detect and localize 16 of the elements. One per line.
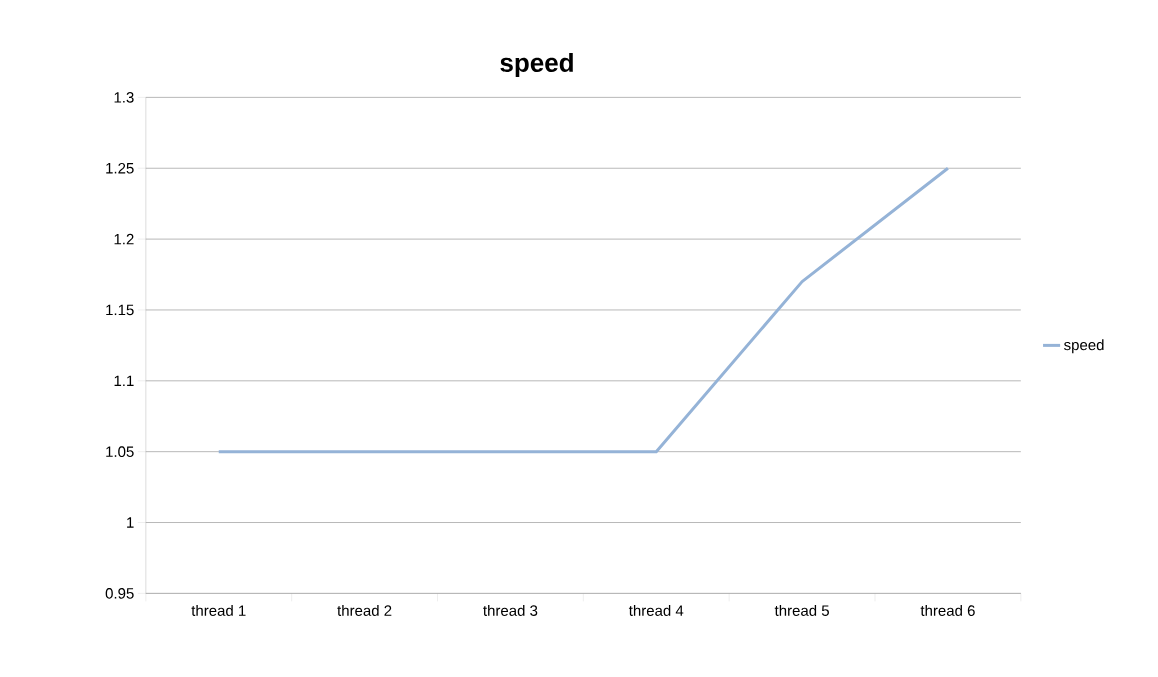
- x-tick-label: thread 4: [628, 604, 684, 616]
- x-tick-label: thread 5: [774, 604, 829, 616]
- y-tick-label: 1.05: [106, 446, 134, 457]
- y-tick-label: 1.25: [106, 162, 134, 174]
- y-tick-label: 1.1: [114, 375, 134, 386]
- y-tick-label: 1.2: [114, 233, 134, 245]
- x-tick-label: thread 3: [483, 604, 538, 616]
- y-tick-label: 1.15: [106, 304, 134, 316]
- legend-label: speed: [1064, 339, 1104, 354]
- y-tick-label: 1.3: [114, 92, 134, 103]
- x-tick-label: thread 6: [920, 604, 975, 616]
- chart-title: speed: [500, 52, 573, 78]
- x-tick-label: thread 2: [337, 604, 392, 616]
- y-tick-label: 0.95: [105, 588, 134, 599]
- y-tick-label: 1: [127, 517, 134, 528]
- x-tick-label: thread 1: [191, 604, 246, 616]
